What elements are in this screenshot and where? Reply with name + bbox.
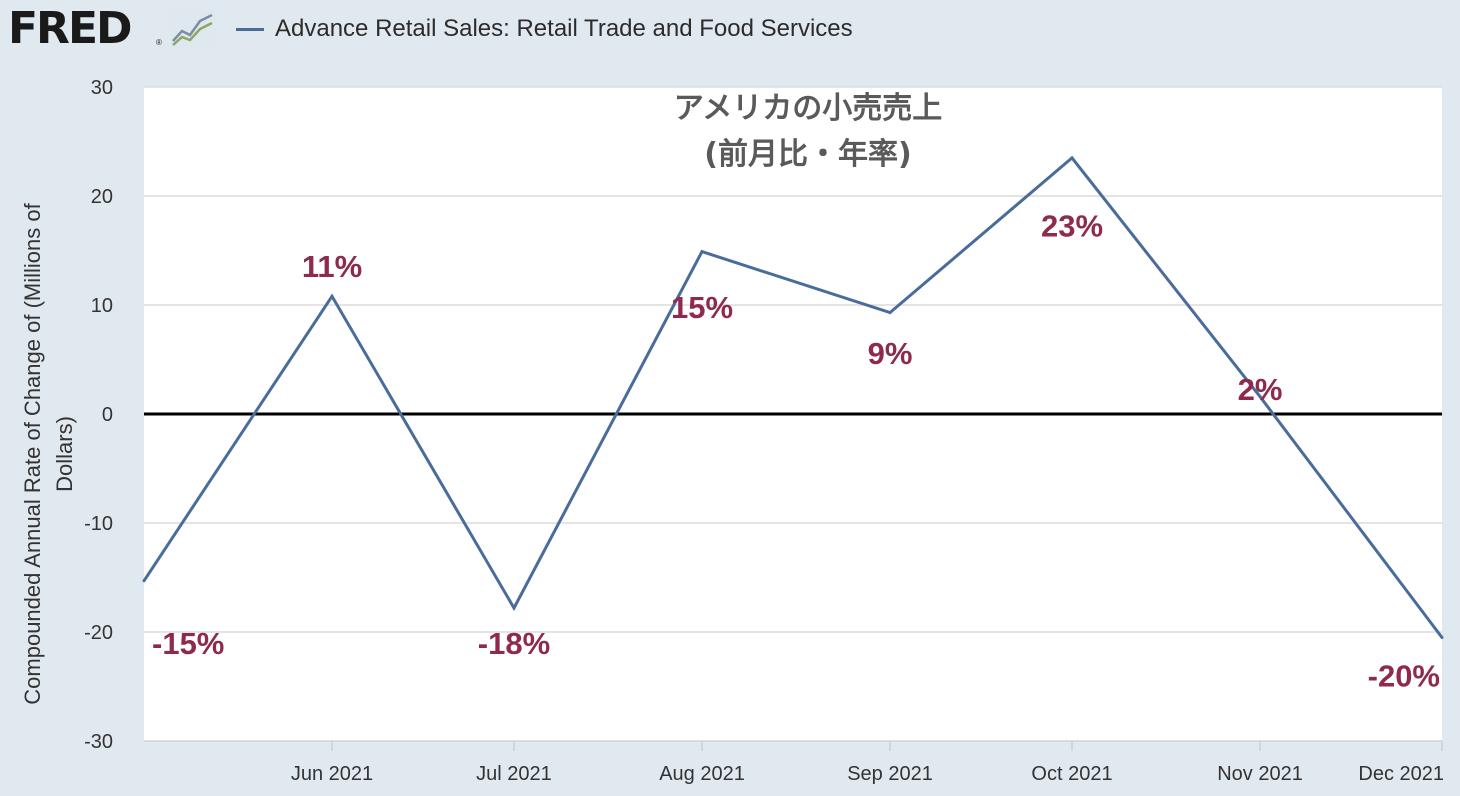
y-tick-label: -10 <box>84 513 113 535</box>
x-axis-ticks: Jun 2021 Jul 2021 Aug 2021 Sep 2021 Oct 2021… <box>144 740 1444 785</box>
data-label: -20% <box>1368 659 1440 694</box>
data-point[interactable] <box>700 250 704 254</box>
x-tick-label: Jul 2021 <box>476 763 552 785</box>
data-point[interactable] <box>1258 395 1262 399</box>
y-tick-label: 20 <box>91 186 113 208</box>
y-tick-label: -20 <box>84 622 113 644</box>
data-labels: -15% 11% -18% 15% 9% 23% 2% -20% <box>152 208 1440 693</box>
y-tick-label: 0 <box>102 404 113 426</box>
x-tick-label: Nov 2021 <box>1217 763 1303 785</box>
data-point[interactable] <box>512 606 516 610</box>
fred-logo[interactable]: FRED <box>8 3 133 54</box>
x-tick-label: Sep 2021 <box>847 763 933 785</box>
y-tick-label: 30 <box>91 77 113 99</box>
legend-series-swatch <box>236 28 264 31</box>
data-point[interactable] <box>1070 156 1074 160</box>
x-tick-label: Jun 2021 <box>291 763 373 785</box>
chart-header: FRED ® Advance Retail Sales: Retail Trad… <box>0 0 1460 62</box>
y-axis-label: Compounded Annual Rate of Change of (Mil… <box>20 202 77 704</box>
data-label: 15% <box>671 290 733 325</box>
data-label: 23% <box>1041 208 1103 243</box>
data-point[interactable] <box>330 294 334 298</box>
data-label: -18% <box>478 626 550 661</box>
x-tick-label: Aug 2021 <box>659 763 745 785</box>
line-graph-icon <box>170 10 216 48</box>
y-axis-label-line: Dollars) <box>52 416 77 492</box>
chart-subtitle: (前月比・年率) <box>704 137 911 172</box>
y-axis-ticks: 30 20 10 0 -10 -20 -30 <box>84 77 113 753</box>
data-point[interactable] <box>888 311 892 315</box>
data-points <box>142 156 1444 639</box>
data-label: -15% <box>152 626 224 661</box>
data-label: 9% <box>868 336 913 371</box>
data-label: 2% <box>1238 372 1283 407</box>
data-label: 11% <box>302 249 362 284</box>
series-line[interactable] <box>142 155 1444 639</box>
chart-title: アメリカの小売売上 <box>674 91 943 126</box>
legend-series-label[interactable]: Advance Retail Sales: Retail Trade and F… <box>275 15 853 42</box>
data-point[interactable] <box>142 579 146 583</box>
data-point[interactable] <box>1440 635 1444 639</box>
x-tick-label: Oct 2021 <box>1031 763 1112 785</box>
x-tick-label: Dec 2021 <box>1358 763 1444 785</box>
y-tick-label: 10 <box>91 295 113 317</box>
fred-logo-registered-mark: ® <box>156 38 162 47</box>
y-tick-label: -30 <box>84 731 113 753</box>
y-axis-label-line: Compounded Annual Rate of Change of (Mil… <box>20 202 45 704</box>
